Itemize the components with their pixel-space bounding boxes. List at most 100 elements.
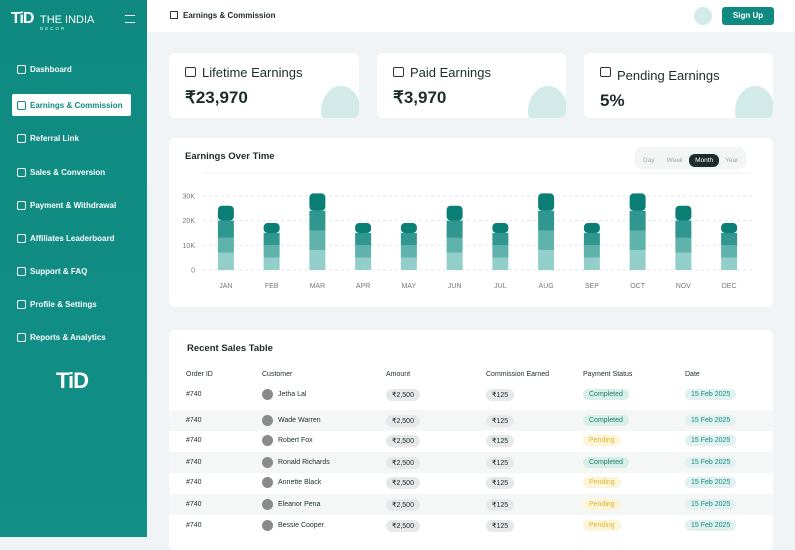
column-header: Date bbox=[685, 371, 700, 378]
customer: Eleanor Pena bbox=[278, 501, 321, 508]
bar-segment bbox=[583, 245, 600, 258]
bar-segment bbox=[217, 237, 234, 253]
sign-up-button[interactable]: Sign Up bbox=[722, 7, 774, 25]
avatar bbox=[262, 520, 273, 531]
range-option[interactable]: Year bbox=[725, 157, 739, 164]
commission: ₹125 bbox=[486, 520, 515, 532]
commission: ₹125 bbox=[486, 415, 515, 427]
column-header: Amount bbox=[386, 371, 411, 378]
column-header: Payment Status bbox=[583, 371, 633, 378]
bar-segment bbox=[492, 223, 509, 233]
nav-item[interactable]: Earnings & Commission bbox=[12, 94, 131, 116]
bar-segment bbox=[446, 220, 463, 238]
bar-segment bbox=[263, 223, 280, 233]
commission: ₹125 bbox=[486, 389, 515, 401]
bar-segment bbox=[263, 257, 280, 270]
home-icon bbox=[170, 11, 178, 19]
bar-segment bbox=[400, 257, 417, 270]
amount: ₹2,500 bbox=[386, 520, 420, 532]
brand: THE INDIA bbox=[40, 14, 95, 26]
x-tick-label: AUG bbox=[539, 283, 554, 290]
column-header: Order ID bbox=[186, 371, 213, 378]
avatar bbox=[262, 415, 273, 426]
amount: ₹2,500 bbox=[386, 477, 420, 489]
amount: ₹2,500 bbox=[386, 499, 420, 511]
nav-item[interactable]: Support & FAQ bbox=[12, 260, 131, 282]
nav-item[interactable]: Sales & Conversion bbox=[12, 161, 131, 183]
x-tick-label: DEC bbox=[722, 283, 737, 290]
status: Pending bbox=[583, 520, 621, 531]
bar-segment bbox=[263, 232, 280, 246]
card-icon bbox=[393, 67, 404, 77]
date: 15 Feb 2025 bbox=[685, 499, 737, 510]
column-header: Commission Earned bbox=[486, 371, 550, 378]
bar-segment bbox=[538, 210, 555, 231]
order-id: #740 bbox=[186, 391, 202, 398]
row-background bbox=[169, 452, 773, 473]
card-title: Pending Earnings bbox=[617, 68, 720, 83]
range-option[interactable]: Day bbox=[643, 157, 655, 164]
customer: Wade Warren bbox=[278, 417, 321, 424]
customer: Jetha Lal bbox=[278, 391, 307, 398]
nav-item[interactable]: Dashboard bbox=[12, 58, 131, 80]
nav-item[interactable]: Reports & Analytics bbox=[12, 326, 131, 348]
x-tick-label: MAY bbox=[402, 283, 417, 290]
bar-segment bbox=[309, 250, 326, 270]
status: Completed bbox=[583, 415, 629, 426]
bar-segment bbox=[400, 223, 417, 233]
customer: Bessie Cooper bbox=[278, 522, 324, 529]
date: 15 Feb 2025 bbox=[685, 435, 737, 446]
sidebar: TiD THE INDIA DECOR Dashboard Earnings & … bbox=[0, 0, 147, 537]
order-id: #740 bbox=[186, 479, 202, 486]
bar-segment bbox=[309, 193, 326, 211]
bar-segment bbox=[309, 210, 326, 231]
nav-item[interactable]: Affiliates Leaderboard bbox=[12, 227, 131, 249]
row-background bbox=[169, 494, 773, 515]
amount: ₹2,500 bbox=[386, 389, 420, 401]
bar-segment bbox=[217, 220, 234, 238]
date: 15 Feb 2025 bbox=[685, 457, 737, 468]
bar-segment bbox=[263, 245, 280, 258]
bar-segment bbox=[538, 230, 555, 251]
y-tick-label: 20K bbox=[183, 218, 196, 225]
card-title: Lifetime Earnings bbox=[202, 65, 303, 80]
bar-segment bbox=[355, 245, 372, 258]
date: 15 Feb 2025 bbox=[685, 477, 737, 488]
column-header: Customer bbox=[262, 371, 293, 378]
x-tick-label: NOV bbox=[676, 283, 692, 290]
row-background bbox=[169, 410, 773, 431]
avatar bbox=[262, 389, 273, 400]
bar-segment bbox=[721, 232, 738, 246]
nav-item[interactable]: Payment & Withdrawal bbox=[12, 194, 131, 216]
bar-segment bbox=[583, 232, 600, 246]
logo: TiD bbox=[11, 10, 35, 27]
range-option[interactable]: Week bbox=[666, 157, 684, 164]
nav-item[interactable]: Profile & Settings bbox=[12, 293, 131, 315]
customer: Annette Black bbox=[278, 479, 322, 486]
date: 15 Feb 2025 bbox=[685, 389, 737, 400]
stat-card: Paid Earnings ₹3,970 bbox=[377, 53, 566, 118]
bar-segment bbox=[629, 193, 646, 211]
bar-segment bbox=[355, 223, 372, 233]
x-tick-label: SEP bbox=[585, 283, 599, 290]
chart-card: Earnings Over Time Day Week Month Year bbox=[169, 138, 773, 307]
avatar bbox=[262, 435, 273, 446]
bar-segment bbox=[400, 245, 417, 258]
bar-segment bbox=[721, 223, 738, 233]
amount: ₹2,500 bbox=[386, 415, 420, 427]
x-tick-label: MAR bbox=[310, 283, 326, 290]
notification-button[interactable] bbox=[694, 7, 712, 25]
bar-segment bbox=[721, 257, 738, 270]
x-tick-label: JUN bbox=[448, 283, 462, 290]
menu-toggle[interactable] bbox=[125, 15, 135, 23]
header: Earnings & Commission Sign Up bbox=[147, 0, 795, 32]
nav-item[interactable]: Referral Link bbox=[12, 127, 131, 149]
status: Pending bbox=[583, 499, 621, 510]
commission: ₹125 bbox=[486, 457, 515, 469]
date: 15 Feb 2025 bbox=[685, 520, 737, 531]
bar-segment bbox=[446, 205, 463, 221]
table-title: Recent Sales Table bbox=[187, 343, 273, 354]
range-option[interactable]: Month bbox=[689, 154, 720, 167]
bar-segment bbox=[675, 220, 692, 238]
